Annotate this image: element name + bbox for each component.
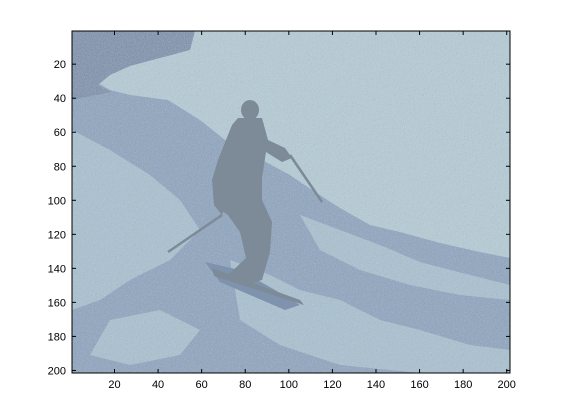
y-tick-label: 100 <box>48 195 66 207</box>
x-tick-label: 40 <box>152 379 164 391</box>
x-axis: 20 40 60 80 100 120 140 160 180 200 <box>108 31 516 391</box>
x-tick-label: 100 <box>280 379 298 391</box>
x-tick-label: 80 <box>239 379 251 391</box>
x-tick-label: 140 <box>367 379 385 391</box>
y-tick-label: 40 <box>54 93 66 105</box>
axes-frame <box>71 30 511 374</box>
y-axis: 20 40 60 80 100 120 140 160 180 200 <box>48 59 510 377</box>
y-tick-label: 160 <box>48 297 66 309</box>
y-tick-label: 140 <box>48 263 66 275</box>
y-tick-label: 180 <box>48 331 66 343</box>
x-tick-label: 180 <box>454 379 472 391</box>
y-tick-label: 60 <box>54 127 66 139</box>
y-tick-label: 20 <box>54 59 66 71</box>
x-tick-label: 60 <box>196 379 208 391</box>
image-area <box>72 31 510 373</box>
y-tick-label: 80 <box>54 161 66 173</box>
y-tick-label: 200 <box>48 365 66 377</box>
x-tick-label: 20 <box>108 379 120 391</box>
x-tick-label: 160 <box>410 379 428 391</box>
x-tick-label: 120 <box>323 379 341 391</box>
skier-figure <box>167 100 324 305</box>
x-tick-label: 200 <box>498 379 516 391</box>
y-tick-label: 120 <box>48 229 66 241</box>
speckle-texture <box>72 31 510 373</box>
